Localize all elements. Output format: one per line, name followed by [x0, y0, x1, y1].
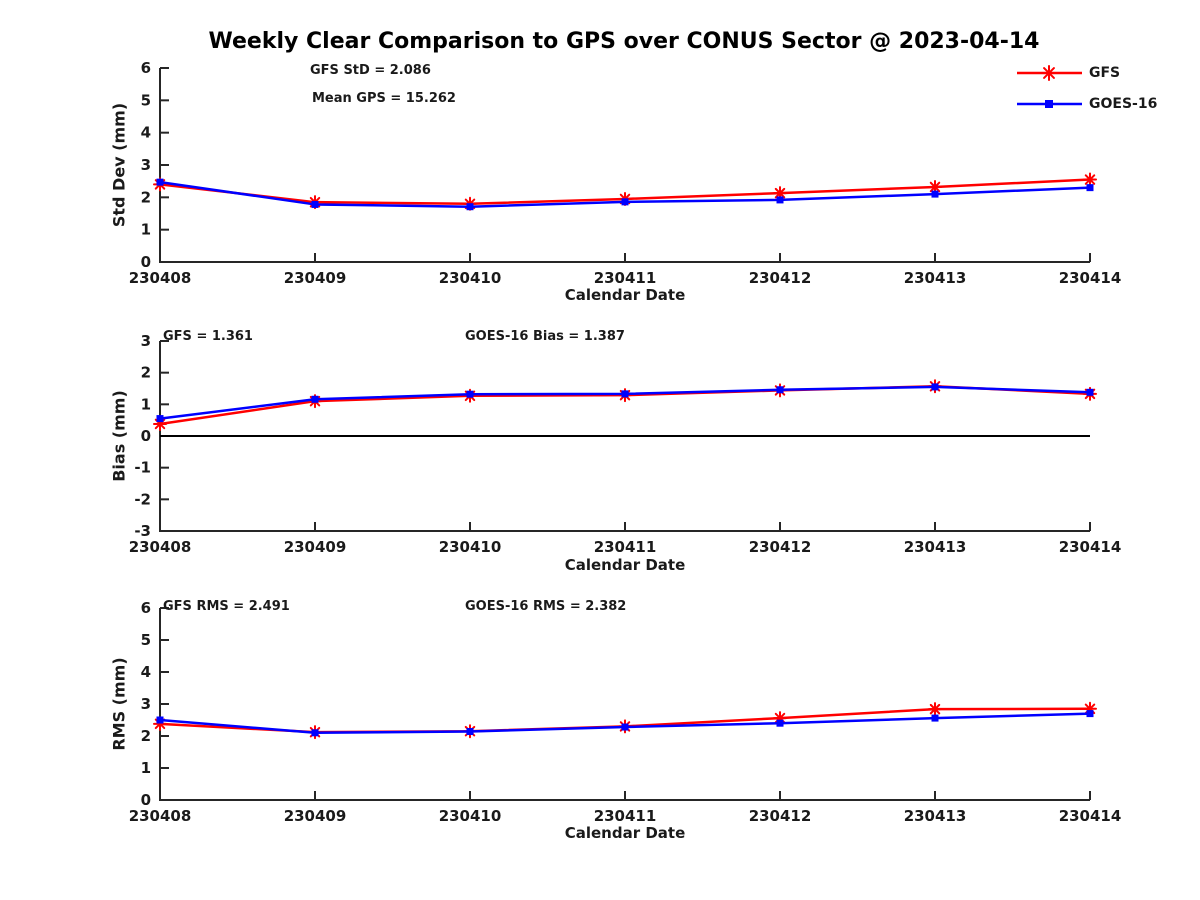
y-tick-label: 0 [141, 427, 151, 445]
x-tick-label: 230412 [749, 807, 812, 825]
y-tick-label: 3 [141, 156, 151, 174]
square-marker [311, 200, 319, 208]
square-marker [156, 178, 164, 186]
bias-annotation-gfs: GFS = 1.361 [163, 329, 253, 344]
square-marker [776, 719, 784, 727]
asterisk-marker [1084, 174, 1096, 185]
page-title: Weekly Clear Comparison to GPS over CONU… [208, 29, 1040, 54]
x-tick-label: 230409 [284, 269, 347, 287]
x-tick-label: 230414 [1059, 807, 1122, 825]
x-tick-label: 230411 [594, 269, 657, 287]
square-marker [621, 390, 629, 398]
x-tick-label: 230410 [439, 269, 502, 287]
x-tick-label: 230410 [439, 807, 502, 825]
legend-label-goes16: GOES-16 [1089, 96, 1158, 112]
y-tick-label: 2 [141, 188, 151, 206]
square-marker [776, 386, 784, 394]
x-tick-label: 230409 [284, 807, 347, 825]
asterisk-marker [929, 181, 941, 193]
rms-annotation-goes16: GOES-16 RMS = 2.382 [465, 599, 627, 614]
x-tick-label: 230408 [129, 269, 192, 287]
y-tick-label: 0 [141, 791, 151, 809]
axis-spine [159, 608, 1090, 801]
square-marker [931, 714, 939, 722]
square-marker [311, 729, 319, 737]
square-marker [1086, 184, 1094, 192]
x-tick-label: 230410 [439, 538, 502, 556]
rms-y-axis-label: RMS (mm) [109, 657, 129, 751]
y-tick-label: -1 [134, 459, 151, 477]
square-marker [931, 190, 939, 198]
y-tick-label: 3 [141, 695, 151, 713]
square-marker [621, 198, 629, 206]
rms-x-axis-label: Calendar Date [564, 824, 686, 842]
asterisk-marker [929, 703, 941, 715]
y-tick-label: 3 [141, 332, 151, 350]
y-tick-label: 2 [141, 364, 151, 382]
asterisk-marker [1043, 67, 1055, 79]
stddev-x-axis-label: Calendar Date [564, 286, 686, 304]
y-tick-label: 1 [141, 759, 151, 777]
square-marker [776, 196, 784, 204]
bias-x-axis-label: Calendar Date [564, 556, 686, 574]
y-tick-label: 4 [141, 663, 151, 681]
x-tick-label: 230408 [129, 807, 192, 825]
y-tick-label: 6 [141, 599, 151, 617]
x-tick-label: 230413 [904, 807, 967, 825]
y-tick-label: 5 [141, 631, 151, 649]
x-tick-label: 230409 [284, 538, 347, 556]
x-tick-label: 230413 [904, 538, 967, 556]
bias-annotation-goes16: GOES-16 Bias = 1.387 [465, 329, 625, 344]
x-tick-label: 230411 [594, 807, 657, 825]
square-marker [1045, 100, 1053, 108]
square-marker [466, 728, 474, 736]
square-marker [156, 415, 164, 423]
square-marker [931, 383, 939, 391]
y-tick-label: 2 [141, 727, 151, 745]
square-marker [1086, 710, 1094, 718]
x-tick-label: 230414 [1059, 269, 1122, 287]
square-marker [621, 723, 629, 731]
y-tick-label: 5 [141, 91, 151, 109]
x-tick-label: 230408 [129, 538, 192, 556]
rms-annotation-gfs: GFS RMS = 2.491 [163, 599, 290, 614]
y-tick-label: 6 [141, 59, 151, 77]
asterisk-marker [774, 187, 786, 199]
bias-y-axis-label: Bias (mm) [109, 390, 129, 482]
stddev-y-axis-label: Std Dev (mm) [109, 102, 129, 228]
x-tick-label: 230412 [749, 538, 812, 556]
legend-label-gfs: GFS [1089, 65, 1121, 81]
square-marker [311, 395, 319, 403]
x-tick-label: 230412 [749, 269, 812, 287]
stddev-annotation-mean-gps: Mean GPS = 15.262 [312, 91, 456, 106]
y-tick-label: 0 [141, 253, 151, 271]
square-marker [1086, 388, 1094, 396]
y-tick-label: -3 [134, 522, 151, 540]
square-marker [466, 203, 474, 211]
y-tick-label: -2 [134, 490, 151, 508]
y-tick-label: 4 [141, 124, 151, 142]
axis-spine [159, 68, 1090, 263]
square-marker [156, 716, 164, 724]
x-tick-label: 230413 [904, 269, 967, 287]
y-tick-label: 1 [141, 221, 151, 239]
square-marker [466, 390, 474, 398]
y-tick-label: 1 [141, 395, 151, 413]
x-tick-label: 230414 [1059, 538, 1122, 556]
stddev-annotation-gfs: GFS StD = 2.086 [310, 63, 431, 78]
x-tick-label: 230411 [594, 538, 657, 556]
